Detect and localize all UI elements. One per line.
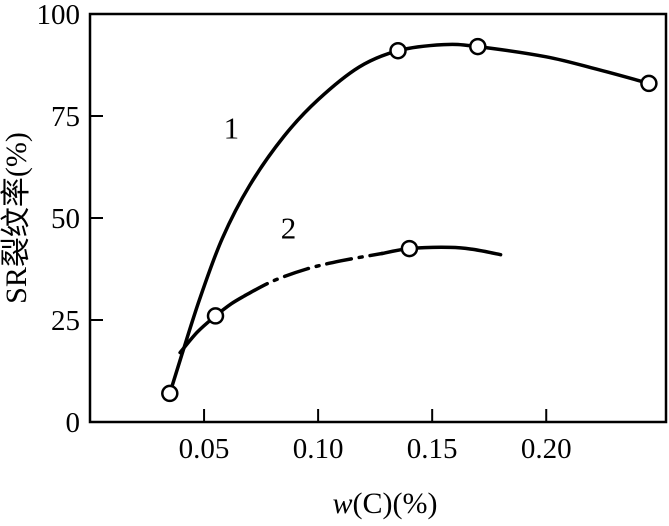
y-axis-title: SR裂纹率(%) (0, 132, 33, 304)
x-axis-ticks: 0.05 0.10 0.15 0.20 (179, 409, 572, 465)
data-point-curve-2 (206, 307, 225, 325)
x-axis-title-symbol: w (333, 487, 353, 520)
data-point-curve-2 (400, 239, 419, 258)
x-tick-label: 0.10 (293, 433, 344, 465)
data-point-curve-1 (640, 74, 658, 93)
data-point-curve-1 (161, 384, 179, 403)
y-tick-label: 50 (51, 203, 80, 235)
y-tick-label: 0 (66, 407, 81, 439)
x-tick-label: 0.20 (521, 433, 572, 465)
data-point-curve-1 (389, 41, 407, 60)
x-axis-title-rest: (C)(%) (353, 487, 438, 520)
y-tick-label: 75 (51, 101, 80, 133)
data-point-curve-1 (469, 37, 487, 56)
y-tick-label: 100 (37, 0, 81, 31)
curves: 12 (161, 37, 658, 403)
curve-label-1: 1 (224, 110, 240, 145)
x-tick-label: 0.15 (407, 433, 458, 465)
x-tick-label: 0.05 (179, 433, 230, 465)
y-tick-label: 25 (51, 305, 80, 337)
y-axis-ticks: 0 25 50 75 100 (37, 0, 103, 439)
curve-1-segment (168, 42, 651, 396)
curve-2-segment (380, 245, 503, 257)
x-axis-title: w(C)(%) (333, 487, 438, 520)
plot-border (88, 12, 668, 424)
curve-2-segment (243, 251, 384, 298)
curve-label-2: 2 (281, 210, 297, 245)
